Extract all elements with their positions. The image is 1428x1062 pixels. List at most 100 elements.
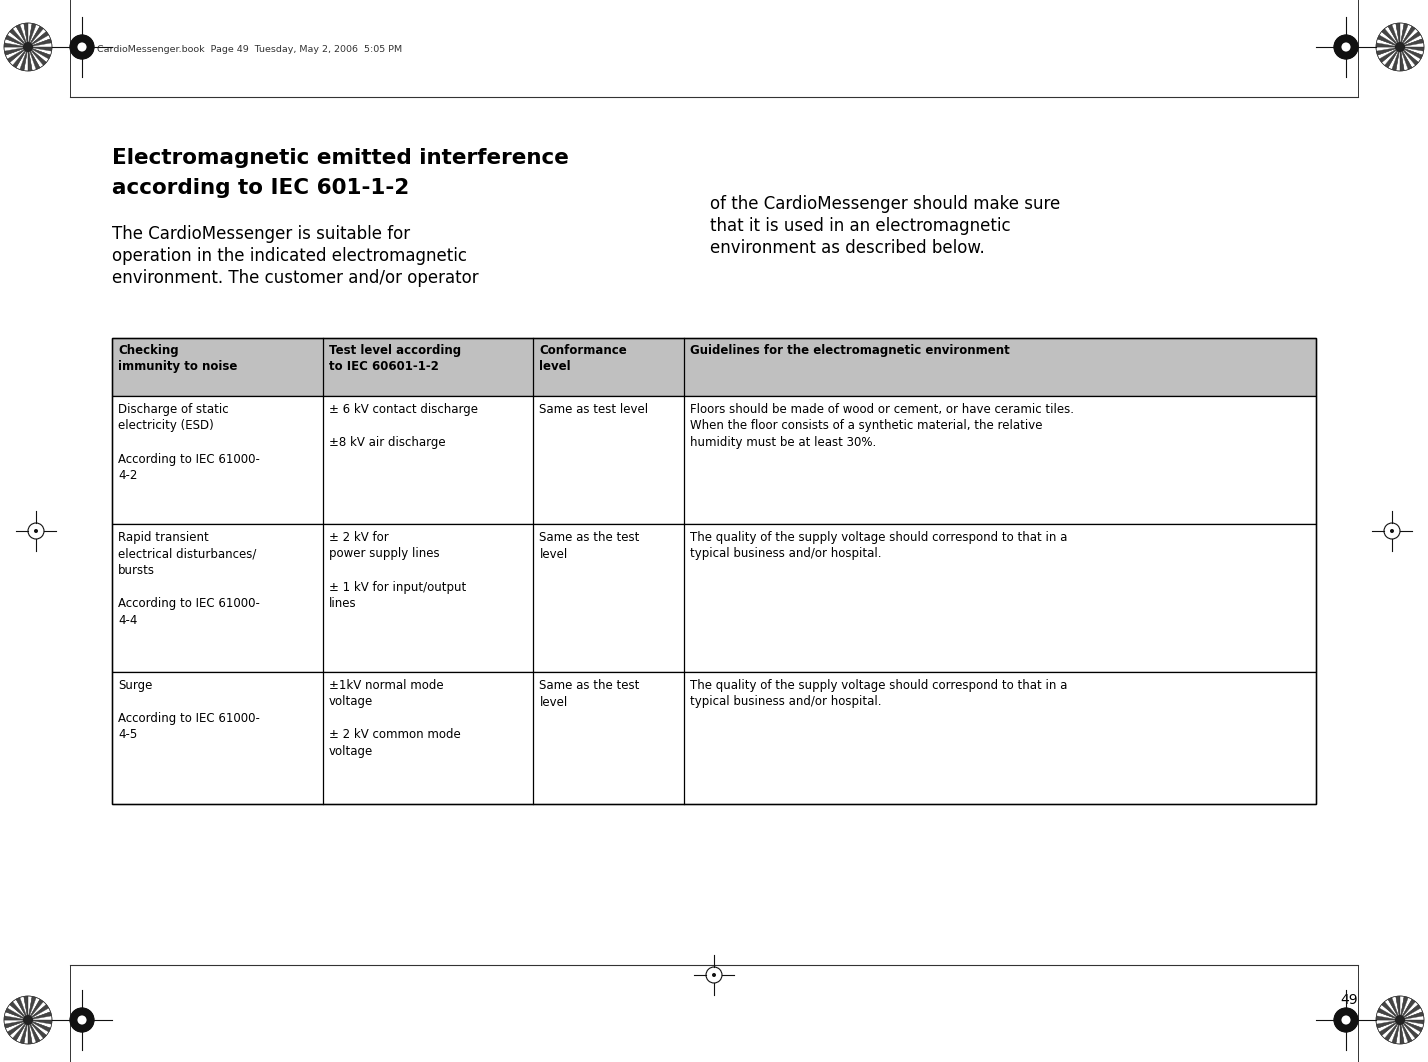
Wedge shape [29, 1020, 50, 1032]
Wedge shape [1347, 35, 1358, 59]
Text: that it is used in an electromagnetic: that it is used in an electromagnetic [710, 217, 1011, 235]
Wedge shape [29, 996, 33, 1020]
Circle shape [1341, 1015, 1351, 1025]
Wedge shape [1392, 1020, 1399, 1044]
Circle shape [24, 1015, 33, 1025]
Wedge shape [10, 1020, 29, 1039]
Wedge shape [29, 1020, 46, 1039]
Wedge shape [1377, 42, 1399, 47]
Wedge shape [1385, 999, 1399, 1020]
Wedge shape [1377, 39, 1399, 47]
Wedge shape [81, 1008, 94, 1032]
Text: Same as the test
level: Same as the test level [540, 531, 640, 561]
Bar [111, 396, 1317, 524]
Wedge shape [16, 47, 29, 69]
Wedge shape [29, 47, 43, 68]
Wedge shape [20, 1020, 29, 1044]
Wedge shape [4, 1016, 29, 1020]
Wedge shape [10, 29, 29, 47]
Wedge shape [7, 47, 29, 63]
Wedge shape [1399, 23, 1404, 47]
Wedge shape [24, 1020, 29, 1044]
Wedge shape [29, 29, 46, 47]
Wedge shape [1388, 1020, 1399, 1043]
Wedge shape [29, 1008, 50, 1020]
Wedge shape [1399, 1012, 1424, 1020]
Wedge shape [29, 999, 43, 1020]
Text: according to IEC 601-1-2: according to IEC 601-1-2 [111, 178, 410, 198]
Wedge shape [1385, 27, 1399, 47]
Text: The CardioMessenger is suitable for: The CardioMessenger is suitable for [111, 225, 410, 243]
Text: Discharge of static
electricity (ESD)

According to IEC 61000-
4-2: Discharge of static electricity (ESD) Ac… [119, 402, 260, 482]
Wedge shape [13, 999, 29, 1020]
Wedge shape [29, 35, 50, 47]
Wedge shape [29, 47, 50, 59]
Wedge shape [16, 1020, 29, 1043]
Bar [111, 672, 1317, 804]
Wedge shape [29, 47, 33, 71]
Wedge shape [1399, 1005, 1421, 1020]
Wedge shape [4, 47, 29, 51]
Wedge shape [7, 32, 29, 47]
Wedge shape [24, 23, 29, 47]
Wedge shape [1399, 47, 1404, 71]
Wedge shape [1382, 1001, 1399, 1020]
Wedge shape [1399, 1020, 1424, 1024]
Wedge shape [4, 42, 29, 47]
Wedge shape [1399, 23, 1408, 47]
Wedge shape [1392, 47, 1399, 71]
Wedge shape [1399, 1020, 1422, 1032]
Wedge shape [1399, 1020, 1404, 1044]
Wedge shape [1385, 47, 1399, 68]
Wedge shape [10, 1001, 29, 1020]
Wedge shape [1399, 47, 1415, 68]
Circle shape [34, 529, 39, 533]
Wedge shape [1347, 1008, 1358, 1032]
Wedge shape [1392, 996, 1399, 1020]
Text: Electromagnetic emitted interference: Electromagnetic emitted interference [111, 148, 568, 168]
Wedge shape [29, 1020, 36, 1044]
Wedge shape [1378, 35, 1399, 47]
Wedge shape [1377, 47, 1399, 51]
Wedge shape [29, 47, 36, 71]
Wedge shape [7, 1005, 29, 1020]
Wedge shape [1399, 47, 1412, 69]
Wedge shape [29, 47, 49, 63]
Wedge shape [1399, 29, 1418, 47]
Wedge shape [1399, 27, 1415, 47]
Wedge shape [13, 27, 29, 47]
Wedge shape [1395, 47, 1399, 71]
Wedge shape [1382, 29, 1399, 47]
Wedge shape [7, 1020, 29, 1035]
Wedge shape [29, 1020, 40, 1043]
Wedge shape [1399, 32, 1421, 47]
Text: The quality of the supply voltage should correspond to that in a
typical busines: The quality of the supply voltage should… [690, 531, 1067, 561]
Wedge shape [29, 39, 51, 47]
Wedge shape [1385, 1020, 1399, 1041]
Wedge shape [1399, 997, 1412, 1020]
Wedge shape [1399, 999, 1415, 1020]
Wedge shape [29, 47, 51, 51]
Wedge shape [6, 1008, 29, 1020]
Text: of the CardioMessenger should make sure: of the CardioMessenger should make sure [710, 195, 1060, 213]
Circle shape [1389, 529, 1394, 533]
Wedge shape [1399, 42, 1424, 47]
Wedge shape [10, 47, 29, 66]
Wedge shape [29, 1020, 51, 1028]
Wedge shape [1334, 35, 1347, 59]
Wedge shape [1399, 24, 1412, 47]
Text: CardioMessenger.book  Page 49  Tuesday, May 2, 2006  5:05 PM: CardioMessenger.book Page 49 Tuesday, Ma… [97, 46, 403, 54]
Wedge shape [1377, 1020, 1399, 1028]
Wedge shape [29, 24, 40, 47]
Wedge shape [1399, 1020, 1412, 1043]
Text: Same as the test
level: Same as the test level [540, 679, 640, 708]
Wedge shape [29, 47, 46, 66]
Wedge shape [16, 997, 29, 1020]
Wedge shape [1399, 1001, 1418, 1020]
Wedge shape [1399, 1008, 1422, 1020]
Wedge shape [1399, 47, 1418, 66]
Text: Guidelines for the electromagnetic environment: Guidelines for the electromagnetic envir… [690, 344, 1010, 357]
Wedge shape [29, 42, 51, 47]
Wedge shape [24, 996, 29, 1020]
Wedge shape [29, 1005, 49, 1020]
